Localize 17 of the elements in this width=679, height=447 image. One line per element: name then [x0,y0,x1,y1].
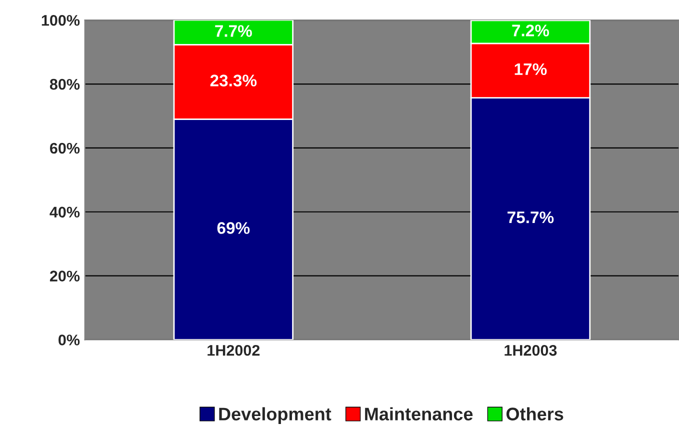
y-tick-label: 40% [50,206,80,218]
y-tick-label: 80% [50,78,80,90]
data-label: 17% [514,63,547,76]
data-label: 7.7% [215,25,252,37]
legend-label: Maintenance [365,407,473,420]
data-label: 69% [217,222,250,234]
legend-label: Others [506,407,564,420]
y-tick-label: 20% [50,270,80,282]
data-label: 23.3% [210,74,257,86]
data-label: 75.7% [508,211,554,224]
legend-label: Development [219,407,332,424]
x-tick-label: 1H2002 [208,344,260,356]
y-tick-label: 0% [58,334,80,346]
data-label: 7.2% [512,24,550,36]
y-tick-label: 60% [50,142,80,154]
x-tick-label: 1H2003 [504,344,557,356]
y-tick-label: 100% [42,14,80,26]
